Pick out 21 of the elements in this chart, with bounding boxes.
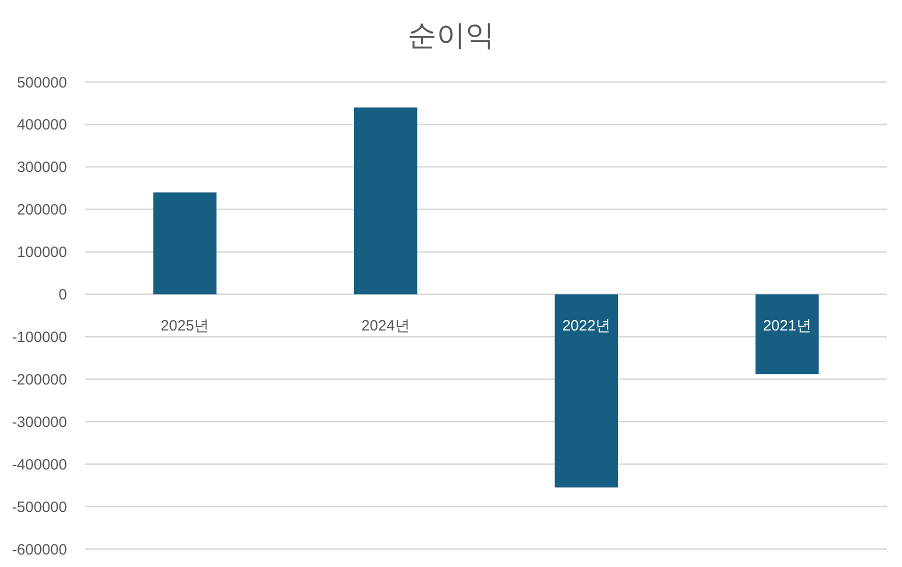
- y-tick-label: 200000: [16, 202, 67, 219]
- x-tick-label: 2025년: [160, 317, 210, 334]
- y-tick-label: -400000: [12, 456, 67, 474]
- y-tick-label: 500000: [16, 74, 67, 92]
- bar: [354, 107, 418, 294]
- y-tick-label: 100000: [16, 244, 67, 262]
- bar: [554, 294, 618, 488]
- y-tick-label: 300000: [16, 159, 67, 176]
- bar: [756, 294, 819, 374]
- x-tick-label: 2024년: [361, 317, 410, 334]
- y-tick-label: -100000: [12, 328, 67, 346]
- x-tick-label: 2022년: [562, 317, 611, 334]
- chart-title: 순이익: [408, 20, 494, 52]
- x-tick-label: 2021년: [762, 317, 812, 334]
- y-tick-label: -300000: [12, 414, 67, 431]
- y-tick-label: -200000: [12, 371, 67, 388]
- y-tick-label: 400000: [16, 116, 67, 134]
- y-tick-label: 0: [58, 286, 67, 304]
- y-tick-label: -500000: [12, 498, 67, 516]
- y-tick-label: -600000: [12, 541, 67, 558]
- bar: [153, 192, 216, 294]
